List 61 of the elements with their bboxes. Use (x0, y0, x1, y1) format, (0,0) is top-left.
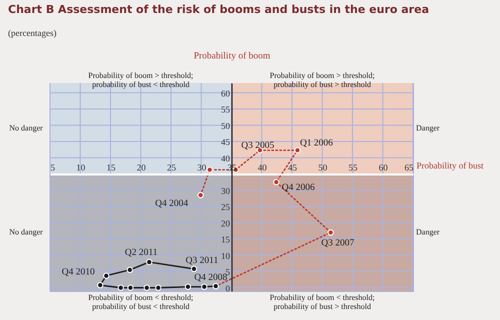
x-tick-label: 10 (76, 162, 86, 172)
chart-title: Chart B Assessment of the risk of booms and busts in the euro area (8, 3, 429, 16)
x-tick-label: 60 (378, 162, 388, 172)
x-tick-label: 20 (136, 162, 146, 172)
annotation: Q1 2006 (300, 138, 334, 148)
x-tick-label: 50 (318, 162, 328, 172)
point (184, 284, 192, 290)
point (144, 284, 150, 291)
x-tick-label: 65 (404, 162, 414, 172)
annotation: Q3 2007 (321, 238, 354, 248)
point (198, 192, 204, 198)
x-tick-label: 5 (50, 162, 56, 172)
annotation: Q4 2008 (194, 273, 228, 284)
y-tick-label: 50 (221, 120, 230, 131)
point (146, 258, 152, 266)
point (118, 284, 124, 291)
y-tick-label: 25 (221, 202, 230, 212)
x-axis-title: Probability of bust (416, 160, 484, 170)
text: Danger (416, 124, 440, 132)
y-axis-title: Probability of boom (194, 52, 271, 62)
y-tick-label: 10 (221, 250, 230, 261)
annotation: Q4 2010 (62, 268, 95, 278)
point (103, 272, 110, 279)
y-tick-label: 30 (221, 186, 230, 196)
annotation: Q4 2006 (282, 183, 316, 194)
point (126, 266, 134, 274)
text: No danger (9, 228, 44, 236)
text: Danger (416, 228, 440, 236)
y-tick-label: 45 (221, 137, 230, 147)
point (155, 284, 162, 291)
y-tick-label: 55 (221, 104, 230, 114)
x-tick-label: 30 (197, 162, 207, 172)
y-tick-label: 20 (221, 218, 230, 228)
y-tick-label: 15 (221, 234, 230, 244)
point (127, 284, 134, 291)
annotation: Probability of boom > threshold; probability of bust < threshold (88, 71, 194, 89)
point (201, 284, 208, 290)
text: Probability of boom < threshold; probability of bust < threshold (88, 293, 194, 311)
x-tick-label: 15 (106, 162, 116, 172)
y-tick-label: 40 (221, 153, 230, 164)
point (328, 229, 334, 236)
annotation: Q2 2011 (124, 248, 158, 258)
point (273, 178, 280, 186)
y-tick-label: 60 (221, 88, 230, 98)
y-tick-label: 0 (226, 283, 230, 294)
x-tick-label: 45 (288, 162, 298, 172)
point (97, 282, 104, 288)
x-tick-label: 40 (258, 162, 268, 172)
annotation: Probability of boom > threshold; probability of bust > threshold (270, 71, 375, 89)
point (294, 147, 301, 154)
text: Probability of boom < threshold; probability of bust > threshold (270, 293, 375, 311)
point (190, 266, 198, 272)
annotation: Q3 2011 (186, 256, 219, 266)
point (206, 166, 213, 173)
x-tick-label: 55 (348, 162, 358, 172)
y-tick-label: 5 (226, 267, 230, 277)
annotation: Q4 2004 (155, 199, 188, 210)
text: No danger (9, 124, 44, 132)
x-tick-label: 25 (167, 162, 176, 172)
annotation: Q3 2005 (241, 140, 274, 151)
chart-subtitle: (percentages) (8, 28, 56, 38)
